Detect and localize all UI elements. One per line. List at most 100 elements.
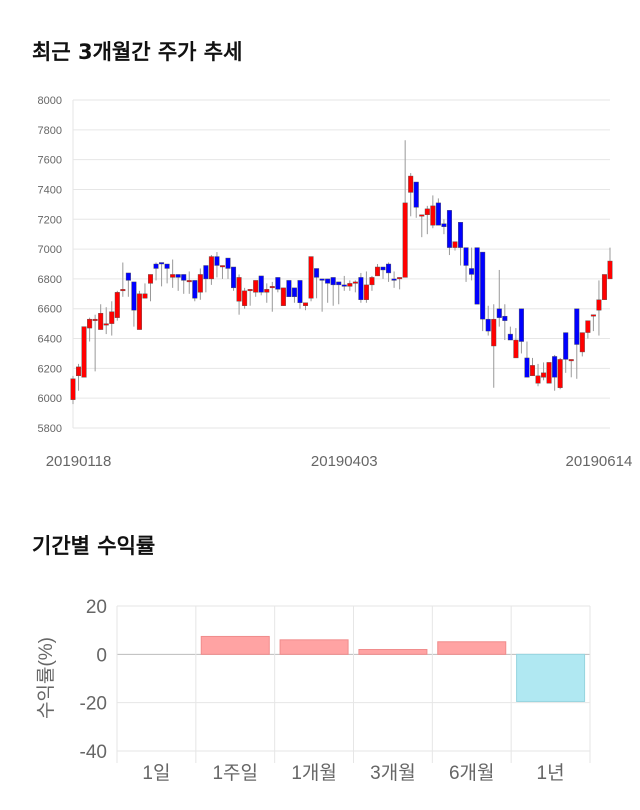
candle-body <box>386 263 392 274</box>
candle-body <box>192 280 198 299</box>
y-tick-label: 6000 <box>38 393 62 405</box>
candle-body <box>513 339 519 359</box>
candle-body <box>574 308 580 345</box>
candle-body <box>347 283 353 287</box>
candle-body <box>535 375 541 384</box>
candle-body <box>258 275 264 293</box>
candle-body <box>330 277 336 286</box>
candle-body <box>424 208 430 216</box>
candle-body <box>275 277 281 290</box>
x-tick-label: 1주일 <box>212 762 258 784</box>
candle-body <box>391 278 397 281</box>
candle-body <box>264 289 270 293</box>
price-trend-title: 최근 3개월간 주가 추세 <box>32 40 243 64</box>
candle-body <box>170 274 176 278</box>
candle-body <box>596 299 602 311</box>
candle-body <box>380 266 386 271</box>
candle-body <box>336 281 342 286</box>
y-tick-label: 20 <box>86 597 107 618</box>
y-tick-label: 7200 <box>38 214 62 226</box>
candle-body <box>203 265 209 280</box>
candle-body <box>236 277 242 302</box>
x-tick-label: 20190118 <box>46 453 112 470</box>
candle-body <box>247 289 253 292</box>
candle-body <box>181 274 187 281</box>
candle-body <box>219 265 225 268</box>
candle-body <box>496 308 502 318</box>
x-tick-label: 20190403 <box>311 453 378 470</box>
candle-body <box>142 293 148 299</box>
candle-body <box>430 205 436 226</box>
candle-body <box>308 256 314 299</box>
candle-body <box>590 314 596 317</box>
candle-body <box>214 256 220 266</box>
x-tick-label: 1년 <box>537 762 565 784</box>
candle-body <box>541 372 547 378</box>
candle-body <box>175 274 181 278</box>
candle-body <box>153 263 159 269</box>
candle-body <box>197 274 203 293</box>
candle-body <box>164 263 170 269</box>
candle-body <box>607 260 613 280</box>
candle-body <box>103 323 109 326</box>
y-tick-label: 0 <box>96 645 107 666</box>
candle-body <box>419 214 425 217</box>
candle-body <box>458 222 464 248</box>
y-tick-label: 6400 <box>38 334 62 346</box>
candle-body <box>601 274 607 300</box>
candle-body <box>402 202 408 278</box>
candle-body <box>374 266 380 277</box>
candle-body <box>518 308 524 342</box>
candle-body <box>552 356 558 378</box>
y-tick-label: 7000 <box>38 244 62 256</box>
candlestick-chart: 8000 7800 7600 7400 7200 7000 6800 6600 6400 6200… <box>38 95 633 470</box>
candle-body <box>291 287 297 298</box>
candle-body <box>297 280 303 303</box>
candle-body <box>242 290 248 306</box>
candle-body <box>441 223 447 227</box>
candle-body <box>208 256 214 280</box>
candle-body <box>325 278 331 284</box>
candle-body <box>136 293 142 330</box>
candle-body <box>485 318 491 332</box>
candle-body <box>280 287 286 306</box>
candle-body <box>563 332 569 360</box>
candle-body <box>413 181 419 208</box>
y-tick-label: 6800 <box>38 274 62 286</box>
y-axis-label: 수익률(%) <box>35 637 57 719</box>
y-tick-label: 7800 <box>38 125 62 137</box>
x-tick-label: 1개월 <box>291 762 337 784</box>
candle-body <box>363 284 369 300</box>
candle-body <box>397 277 403 280</box>
candle-body <box>452 241 458 248</box>
candle-body <box>463 247 469 266</box>
candle-body <box>446 210 452 248</box>
candle-body <box>469 268 475 275</box>
candle-body <box>76 366 82 377</box>
candle-body <box>524 357 530 378</box>
candle-body <box>557 359 563 388</box>
candle-body <box>87 318 93 329</box>
y-tick-label: 6600 <box>38 304 62 316</box>
candle-body <box>579 332 585 353</box>
candle-body <box>125 272 131 281</box>
return-bar <box>279 639 349 655</box>
candle-body <box>286 280 292 297</box>
return-bar <box>437 641 507 655</box>
candle-body <box>585 320 591 333</box>
x-tick-label: 1일 <box>142 762 170 784</box>
candle-body <box>352 281 358 284</box>
candle-body <box>81 326 87 378</box>
candle-body <box>480 251 486 320</box>
x-tick-label: 20190614 <box>566 453 633 470</box>
candle-body <box>435 202 441 226</box>
y-tick-label: 7600 <box>38 155 62 167</box>
candle-body <box>474 247 480 305</box>
candle-body <box>491 318 497 347</box>
candle-body <box>92 318 98 321</box>
candle-body <box>502 315 508 321</box>
candle-body <box>120 289 126 292</box>
y-tick-label: 6200 <box>38 363 62 375</box>
candle-body <box>269 286 275 289</box>
